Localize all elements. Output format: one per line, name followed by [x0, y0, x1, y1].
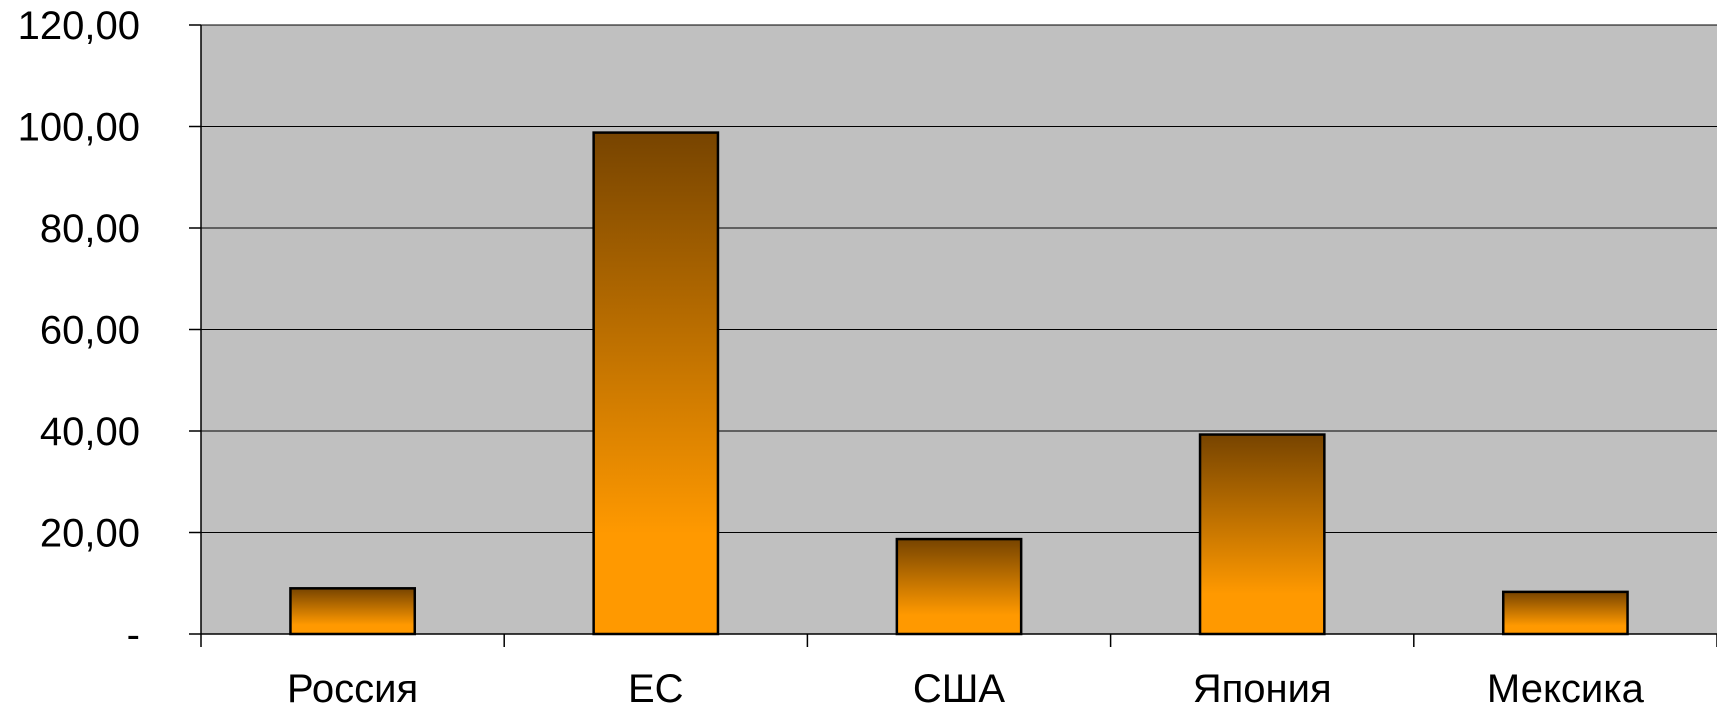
y-tick-label: 40,00: [40, 410, 140, 454]
y-tick-label: 80,00: [40, 207, 140, 251]
x-tick-label: Россия: [287, 667, 418, 711]
x-tick-label: ЕС: [628, 667, 684, 711]
bar: [1198, 433, 1326, 636]
y-tick-label: 20,00: [40, 512, 140, 556]
y-axis-ticks: - 20,00 40,00 60,00 80,00 100,00 120,00: [18, 4, 201, 657]
x-axis-labels: Россия ЕС США Япония Мексика: [287, 667, 1645, 711]
bar: [592, 131, 720, 636]
x-tick-label: Япония: [1193, 667, 1332, 711]
y-tick-label: 120,00: [18, 4, 140, 48]
bar: [1501, 590, 1629, 636]
gridlines: [201, 24, 1717, 533]
y-tick-label: 60,00: [40, 309, 140, 353]
x-tick-label: Мексика: [1487, 667, 1645, 711]
bars: [289, 131, 1629, 636]
bar: [289, 587, 417, 636]
y-tick-label: -: [127, 613, 140, 657]
axes: [200, 25, 1717, 647]
bar: [895, 537, 1023, 636]
x-tick-label: США: [913, 667, 1006, 711]
y-tick-label: 100,00: [18, 106, 140, 150]
